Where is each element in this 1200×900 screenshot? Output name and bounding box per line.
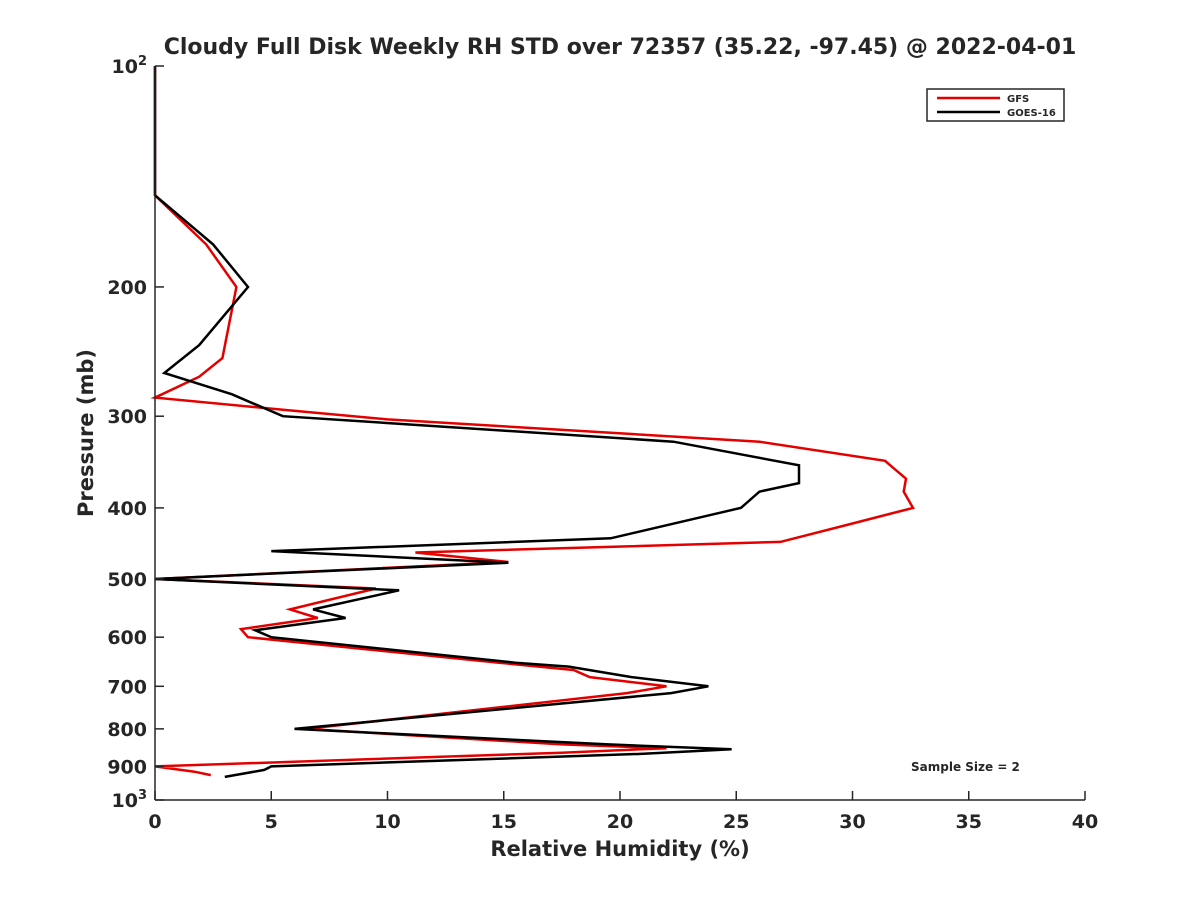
y-tick-label: 900: [107, 756, 147, 778]
x-tick-label: 0: [148, 811, 161, 833]
y-tick-label: 400: [107, 498, 147, 520]
series-line-gfs: [150, 66, 915, 777]
y-tick-label-power: 102: [112, 54, 148, 78]
y-axis-ticks: 200 300 400 500 600 700 800 900 102 103: [107, 54, 164, 812]
y-tick-label: 800: [107, 719, 147, 741]
y-tick-label-power: 103: [112, 788, 148, 812]
x-axis-ticks: 0 5 10 15 20 25 30 35 40: [148, 791, 1098, 833]
series-line-goes-16: [153, 66, 801, 779]
y-tick-label: 200: [107, 277, 147, 299]
legend-box: [926, 88, 1065, 122]
plot-area: [150, 66, 915, 779]
legend-label-gfs: GFS: [1007, 94, 1029, 105]
x-tick-label: 25: [723, 811, 749, 833]
x-tick-label: 5: [265, 811, 278, 833]
sample-size-annotation: Sample Size = 2: [911, 760, 1020, 774]
chart-title: Cloudy Full Disk Weekly RH STD over 7235…: [164, 35, 1077, 60]
x-axis-label: Relative Humidity (%): [490, 837, 749, 861]
x-tick-label: 15: [491, 811, 517, 833]
x-tick-label: 40: [1072, 811, 1098, 833]
x-tick-label: 20: [607, 811, 633, 833]
legend: GFS GOES-16: [926, 88, 1065, 122]
y-tick-label: 600: [107, 627, 147, 649]
y-tick-label: 700: [107, 676, 147, 698]
y-tick-label: 500: [107, 569, 147, 591]
x-tick-label: 35: [956, 811, 982, 833]
x-tick-label: 10: [374, 811, 400, 833]
legend-label-goes-16: GOES-16: [1007, 108, 1056, 119]
y-axis-label: Pressure (mb): [74, 349, 98, 517]
y-tick-label: 300: [107, 406, 147, 428]
x-tick-label: 30: [839, 811, 865, 833]
